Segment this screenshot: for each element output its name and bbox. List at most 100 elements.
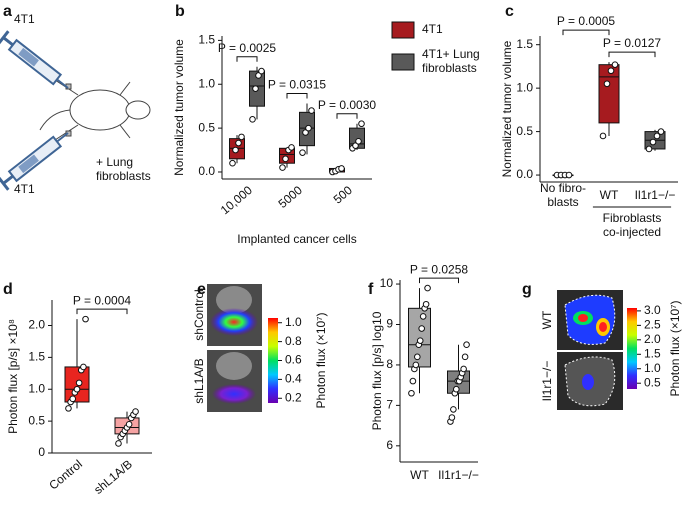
significance-bracket bbox=[562, 29, 610, 36]
data-point bbox=[73, 385, 81, 393]
data-point bbox=[299, 149, 306, 156]
y-tick-label: 1.5 bbox=[28, 350, 45, 364]
image-label: shL1A/B bbox=[192, 358, 206, 403]
y-axis-label: Normalized tumor volume bbox=[500, 40, 514, 177]
y-tick-label: 1.5 bbox=[516, 37, 533, 51]
data-point bbox=[235, 139, 242, 147]
syringe-bottom bbox=[0, 132, 69, 191]
panel-label: c bbox=[505, 3, 514, 20]
data-point bbox=[645, 145, 653, 153]
y-tick-label: 0.4 bbox=[285, 372, 302, 386]
y-tick-label: 6 bbox=[386, 438, 393, 452]
bioluminescence-image bbox=[557, 290, 623, 410]
data-point bbox=[409, 377, 417, 385]
x-tick-label: 500 bbox=[331, 183, 356, 207]
panel-label: e bbox=[197, 281, 206, 298]
data-point bbox=[460, 365, 467, 373]
y-tick-label: 0.2 bbox=[285, 390, 302, 404]
panel-label: d bbox=[3, 281, 13, 298]
y-axis-label: Normalized tumor volume bbox=[172, 39, 186, 176]
y-axis-label: Photon flux [p/s] ×10⁸ bbox=[6, 319, 20, 434]
data-point bbox=[69, 395, 77, 403]
diagram-label: 4T1 bbox=[14, 12, 35, 26]
y-tick-label: 10 bbox=[380, 276, 394, 290]
legend-swatch bbox=[391, 21, 415, 39]
y-tick-label: 0.5 bbox=[28, 413, 45, 427]
y-axis-label: Photon flux (×10⁷) bbox=[314, 312, 328, 408]
group-label: Fibroblasts co-injected bbox=[603, 211, 662, 239]
significance-bracket bbox=[336, 113, 358, 119]
x-tick-label: WT bbox=[600, 188, 619, 202]
p-value: P = 0.0315 bbox=[268, 78, 326, 92]
data-point bbox=[229, 159, 236, 167]
data-point bbox=[65, 405, 72, 412]
y-tick-label: 1.0 bbox=[644, 361, 661, 375]
image-label: WT bbox=[540, 310, 554, 329]
x-tick-label: Control bbox=[46, 457, 85, 493]
data-point bbox=[453, 385, 460, 393]
data-point bbox=[419, 313, 427, 320]
significance-bracket bbox=[286, 93, 308, 99]
data-point bbox=[252, 85, 259, 92]
data-point bbox=[82, 315, 89, 323]
x-tick-label: 5000 bbox=[276, 183, 306, 211]
data-point bbox=[132, 408, 139, 415]
x-tick-label: Il1r1−/− bbox=[438, 468, 479, 482]
data-point bbox=[305, 124, 312, 132]
mouse bbox=[39, 79, 151, 141]
data-point bbox=[448, 414, 456, 421]
image-label: shControl bbox=[192, 289, 206, 340]
data-point bbox=[565, 171, 573, 179]
y-axis-label: Photon flux (×10⁷) bbox=[668, 300, 682, 396]
data-point bbox=[308, 107, 315, 114]
y-tick-label: 2.0 bbox=[644, 332, 661, 346]
data-point bbox=[125, 421, 133, 428]
data-point bbox=[258, 67, 265, 75]
data-point bbox=[238, 133, 245, 141]
y-axis-label: Photon flux [p/s] log10 bbox=[370, 311, 384, 430]
y-tick-label: 0 bbox=[38, 445, 45, 459]
data-point bbox=[607, 67, 615, 75]
data-point bbox=[282, 155, 289, 163]
y-tick-label: 0.5 bbox=[644, 375, 661, 389]
data-point bbox=[288, 144, 295, 151]
data-point bbox=[355, 137, 362, 145]
box bbox=[598, 64, 620, 124]
data-point bbox=[75, 379, 83, 387]
data-point bbox=[302, 129, 309, 136]
data-point bbox=[424, 284, 431, 292]
y-tick-label: 0.8 bbox=[285, 334, 302, 348]
data-point bbox=[422, 300, 430, 308]
data-point bbox=[408, 389, 415, 397]
colorbar bbox=[627, 308, 637, 389]
data-point bbox=[416, 337, 424, 344]
p-value: P = 0.0004 bbox=[73, 293, 131, 307]
data-point bbox=[232, 146, 239, 154]
data-point bbox=[418, 325, 426, 332]
y-tick-label: 1.0 bbox=[198, 76, 215, 90]
data-point bbox=[603, 80, 611, 88]
diagram-note: + Lung fibroblasts bbox=[96, 155, 151, 183]
significance-bracket bbox=[236, 56, 258, 62]
y-tick-label: 1.5 bbox=[198, 33, 215, 47]
y-tick-label: 8 bbox=[386, 357, 393, 371]
legend-swatch bbox=[391, 53, 415, 71]
x-tick-label: shL1A/B bbox=[91, 457, 135, 497]
x-tick-label: No fibro-blasts bbox=[540, 181, 586, 209]
y-tick-label: 0.6 bbox=[285, 353, 302, 367]
data-point bbox=[461, 353, 469, 361]
significance-bracket bbox=[76, 308, 128, 315]
y-tick-label: 0.5 bbox=[198, 120, 215, 134]
colorbar bbox=[268, 318, 278, 403]
p-value: P = 0.0030 bbox=[318, 98, 376, 112]
data-point bbox=[352, 142, 359, 149]
data-point bbox=[338, 165, 345, 172]
panel-label: f bbox=[368, 281, 374, 298]
y-tick-label: 2.5 bbox=[644, 318, 661, 332]
data-point bbox=[255, 72, 262, 79]
y-tick-label: 1.0 bbox=[516, 80, 533, 94]
significance-bracket bbox=[419, 277, 459, 284]
x-tick-label: WT bbox=[410, 468, 429, 482]
y-tick-label: 1.5 bbox=[644, 346, 661, 360]
y-tick-label: 1.0 bbox=[28, 381, 45, 395]
